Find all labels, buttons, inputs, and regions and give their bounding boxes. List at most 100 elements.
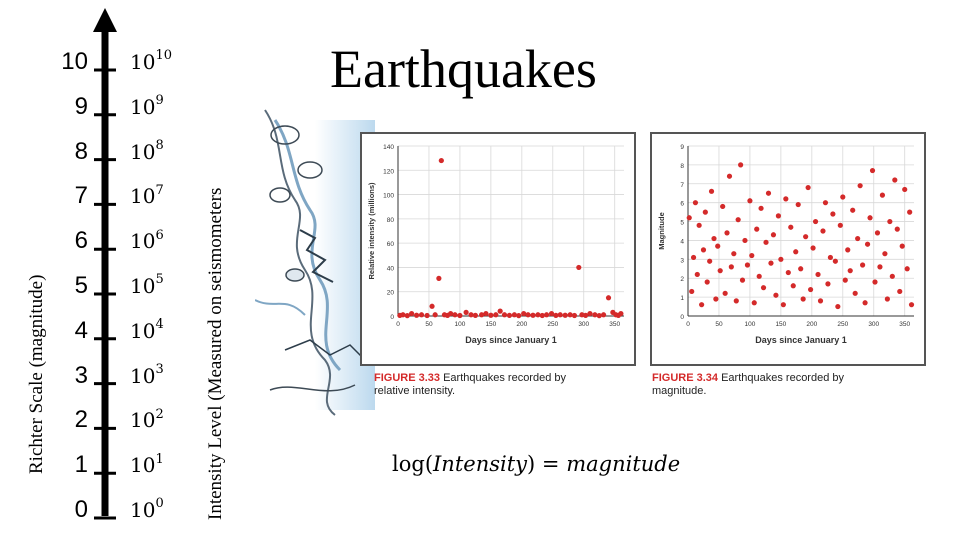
data-point bbox=[788, 224, 794, 230]
data-point bbox=[904, 266, 910, 272]
power-base: 10 bbox=[130, 363, 156, 388]
data-point bbox=[882, 251, 888, 257]
data-point bbox=[739, 277, 746, 283]
richter-level: 3 bbox=[74, 361, 88, 389]
data-point bbox=[835, 303, 841, 310]
data-point bbox=[780, 302, 786, 308]
power-base: 10 bbox=[130, 498, 156, 522]
data-point bbox=[587, 310, 593, 317]
power-exponent: 6 bbox=[155, 227, 164, 243]
power-base: 10 bbox=[130, 184, 156, 209]
data-point bbox=[847, 268, 853, 274]
y-tick-label: 7 bbox=[680, 182, 684, 189]
formula-arg: Intensity bbox=[433, 452, 528, 476]
y-tick-label: 80 bbox=[387, 217, 395, 224]
richter-level: 7 bbox=[74, 182, 88, 210]
data-point bbox=[770, 232, 777, 238]
data-point bbox=[553, 312, 559, 318]
data-point bbox=[837, 222, 843, 228]
data-point bbox=[807, 286, 814, 293]
x-tick-label: 50 bbox=[425, 321, 433, 328]
data-point bbox=[817, 298, 824, 304]
richter-level: 4 bbox=[74, 316, 88, 344]
data-point bbox=[562, 312, 568, 318]
data-point bbox=[733, 298, 739, 304]
y-tick-label: 40 bbox=[387, 265, 395, 272]
data-point bbox=[879, 192, 886, 198]
y-tick-label: 100 bbox=[383, 193, 394, 200]
y-tick-label: 5 bbox=[680, 220, 684, 227]
data-point bbox=[525, 312, 531, 318]
data-point bbox=[820, 228, 826, 234]
power-exponent: 5 bbox=[155, 272, 164, 288]
y-tick-label: 3 bbox=[680, 257, 684, 264]
data-point bbox=[424, 312, 430, 319]
data-point bbox=[468, 312, 474, 318]
data-point bbox=[855, 235, 861, 242]
chart-intensity-caption: FIGURE 3.33 Earthquakes recorded by rela… bbox=[374, 372, 566, 398]
intensity-power: 102 bbox=[130, 406, 164, 433]
data-point bbox=[728, 264, 734, 270]
power-exponent: 8 bbox=[155, 137, 164, 153]
data-point bbox=[862, 300, 868, 306]
intensity-power: 104 bbox=[130, 317, 164, 343]
chart-magnitude-panel: 0 1 2 3 4 5 6 7 8 9 0 50 100 150 200 250 300 350 Days sinc… bbox=[650, 132, 926, 366]
power-base: 10 bbox=[130, 94, 156, 119]
power-base: 10 bbox=[130, 50, 156, 74]
data-point bbox=[832, 258, 838, 264]
intensity-power: 109 bbox=[130, 93, 164, 119]
data-point bbox=[738, 162, 744, 168]
data-point bbox=[827, 254, 834, 261]
data-point bbox=[908, 302, 915, 308]
data-point bbox=[768, 260, 774, 266]
data-point bbox=[899, 243, 905, 249]
data-point bbox=[749, 252, 755, 259]
x-tick-label: 250 bbox=[547, 321, 558, 328]
richter-level: 6 bbox=[74, 227, 88, 255]
data-point bbox=[567, 312, 573, 318]
power-exponent: 3 bbox=[155, 361, 164, 377]
data-point bbox=[751, 300, 757, 306]
y-tick-label: 6 bbox=[680, 201, 684, 208]
power-exponent: 2 bbox=[155, 406, 164, 422]
data-point bbox=[803, 234, 809, 240]
data-point bbox=[436, 275, 442, 281]
data-point bbox=[516, 313, 522, 319]
data-point bbox=[754, 226, 760, 232]
intensity-power: 103 bbox=[130, 361, 164, 388]
data-point bbox=[735, 217, 741, 223]
data-point bbox=[825, 281, 831, 287]
chart-intensity: 0 20 40 60 80 100 120 140 0 50 100 150 200 250 300 350 D… bbox=[367, 144, 624, 345]
power-base: 10 bbox=[130, 318, 156, 343]
power-exponent: 0 bbox=[155, 496, 164, 512]
data-point bbox=[700, 247, 707, 253]
data-point bbox=[845, 247, 851, 253]
x-tick-label: 300 bbox=[868, 321, 879, 328]
data-point bbox=[521, 310, 527, 317]
data-point bbox=[413, 312, 420, 318]
data-point bbox=[747, 198, 753, 204]
data-point bbox=[488, 312, 494, 318]
data-point bbox=[452, 312, 458, 318]
data-point bbox=[600, 312, 607, 318]
data-point bbox=[463, 309, 469, 315]
data-point bbox=[812, 218, 819, 225]
intensity-power: 107 bbox=[130, 183, 164, 209]
x-tick-label: 150 bbox=[485, 321, 496, 328]
data-point bbox=[775, 213, 781, 219]
data-point bbox=[511, 312, 518, 318]
power-base: 10 bbox=[130, 274, 156, 298]
data-point bbox=[404, 313, 410, 319]
data-point bbox=[874, 230, 881, 236]
data-point bbox=[702, 209, 708, 215]
intensity-power: 101 bbox=[130, 452, 164, 478]
landscape-illustration bbox=[255, 109, 375, 416]
data-point bbox=[785, 269, 791, 276]
caption-figure-label: FIGURE 3.33 bbox=[374, 372, 441, 384]
data-point bbox=[544, 312, 550, 318]
x-tick-label: 100 bbox=[744, 321, 755, 328]
formula-eq: = bbox=[541, 452, 560, 476]
data-point bbox=[418, 312, 425, 318]
data-point bbox=[907, 209, 913, 215]
scale-arrow bbox=[93, 8, 117, 520]
